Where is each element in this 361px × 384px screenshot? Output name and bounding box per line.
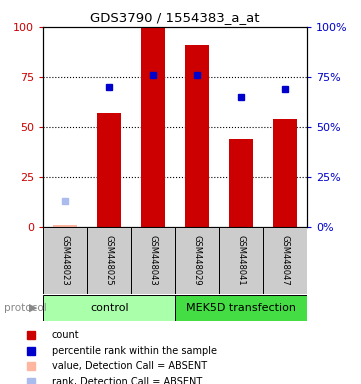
Bar	[229, 139, 253, 227]
Text: value, Detection Call = ABSENT: value, Detection Call = ABSENT	[52, 361, 207, 371]
Bar	[43, 227, 87, 294]
Bar	[97, 113, 121, 227]
Bar	[185, 45, 209, 227]
Bar	[263, 227, 307, 294]
Text: GSM448029: GSM448029	[192, 235, 201, 285]
Bar	[175, 295, 307, 321]
Bar	[141, 27, 165, 227]
Text: GSM448025: GSM448025	[105, 235, 114, 285]
Text: rank, Detection Call = ABSENT: rank, Detection Call = ABSENT	[52, 377, 202, 384]
Text: percentile rank within the sample: percentile rank within the sample	[52, 346, 217, 356]
Text: GSM448023: GSM448023	[61, 235, 70, 286]
Bar	[219, 227, 263, 294]
Text: protocol: protocol	[4, 303, 46, 313]
Text: control: control	[90, 303, 129, 313]
Text: GSM448043: GSM448043	[149, 235, 158, 286]
Bar	[175, 227, 219, 294]
Text: GSM448041: GSM448041	[236, 235, 245, 285]
Title: GDS3790 / 1554383_a_at: GDS3790 / 1554383_a_at	[90, 11, 260, 24]
Bar	[53, 225, 77, 227]
Text: ▶: ▶	[29, 303, 38, 313]
Text: count: count	[52, 330, 79, 340]
Bar	[43, 295, 175, 321]
Bar	[273, 119, 297, 227]
Bar	[131, 227, 175, 294]
Text: MEK5D transfection: MEK5D transfection	[186, 303, 296, 313]
Text: GSM448047: GSM448047	[280, 235, 290, 286]
Bar	[87, 227, 131, 294]
